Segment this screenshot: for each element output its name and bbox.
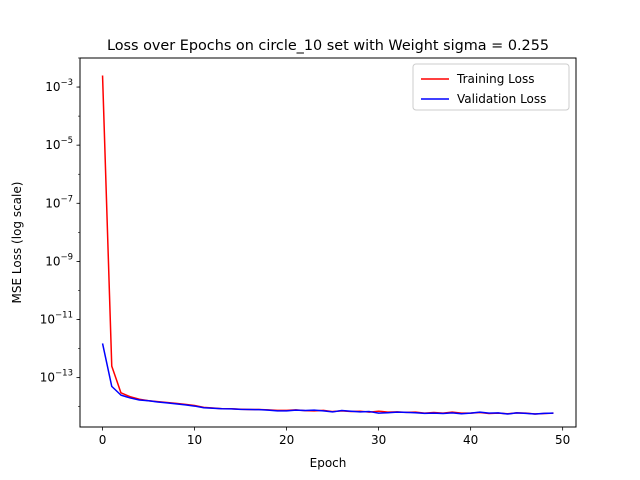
x-tick-label: 50: [555, 433, 570, 447]
x-tick-label: 20: [279, 433, 294, 447]
y-axis-label: MSE Loss (log scale): [10, 182, 24, 304]
series-line-validation: [101, 343, 554, 415]
y-axis: 10−13 10−11 10−9 10−7 10−5 10−3: [40, 57, 80, 407]
chart-title: Loss over Epochs on circle_10 set with W…: [107, 38, 549, 54]
y-tick-label: 10−11: [40, 311, 73, 327]
x-tick-label: 10: [187, 433, 202, 447]
y-tick-label: 10−3: [45, 78, 73, 94]
legend-box: [412, 63, 570, 111]
x-tick-label: 40: [463, 433, 478, 447]
x-axis-label: Epoch: [310, 456, 347, 470]
x-axis: 0 10 20 30 40 50: [99, 427, 570, 447]
plot-lines: [101, 75, 554, 415]
x-tick-label: 30: [371, 433, 386, 447]
y-tick-label: 10−7: [45, 194, 73, 210]
legend-label-validation: Validation Loss: [457, 92, 546, 106]
x-tick-label: 0: [99, 433, 107, 447]
y-tick-label: 10−13: [40, 369, 73, 385]
legend: Training Loss Validation Loss: [412, 63, 570, 111]
y-tick-label: 10−5: [45, 136, 73, 152]
legend-label-training: Training Loss: [456, 72, 534, 86]
plot-frame: [79, 57, 577, 428]
y-tick-label: 10−9: [45, 252, 73, 268]
